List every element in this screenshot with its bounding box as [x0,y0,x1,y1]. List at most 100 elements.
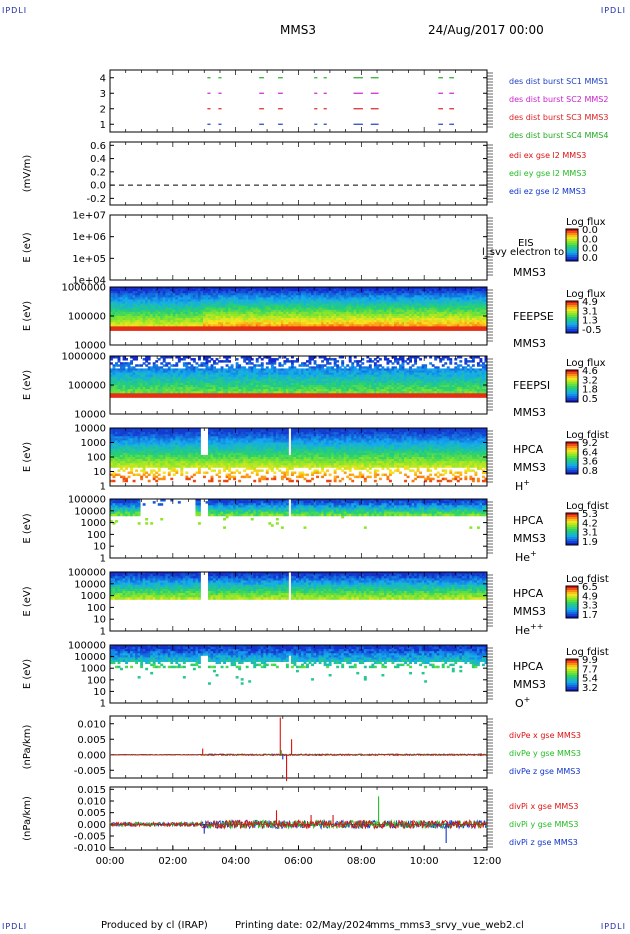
spectrogram-cell [293,291,297,294]
spectrogram-cell [285,395,289,398]
spectrogram-cell [112,295,116,298]
spectrogram-cell [248,307,252,311]
spectrogram-cell [200,311,204,315]
spectrogram-cell [248,324,252,327]
spectrogram-cell [197,309,201,313]
spectrogram-cell [358,293,362,296]
spectrogram-cell [135,295,139,298]
spectrogram-cell [202,293,206,296]
spectrogram-cell [230,305,234,309]
spectrogram-cell [306,322,309,325]
spectrogram-cell [175,320,179,323]
spectrogram-cell [210,320,214,323]
spectrogram-cell [115,295,118,298]
spectrogram-cell [115,307,118,311]
spectrogram-cell [278,303,282,307]
spectrogram-cell [260,311,264,315]
spectrogram-cell [343,303,347,307]
spectrogram-cell [155,287,159,290]
spectrogram-cell [346,303,350,307]
spectrogram-cell [177,299,181,302]
spectrogram-cell [177,328,181,331]
spectrogram-cell [258,395,262,398]
spectrogram-cell [346,309,350,313]
spectrogram-cell [301,297,304,300]
spectrogram-cell [376,307,380,311]
spectrogram-cell [265,305,269,309]
spectrogram-cell [152,305,156,309]
spectrogram-cell [208,287,211,290]
spectrogram-cell [306,293,309,296]
spectrogram-cell [205,311,209,315]
spectrogram-cell [218,322,221,325]
spectrogram-cell [213,303,216,307]
spectrogram-cell [366,287,370,290]
spectrogram-cell [301,291,304,294]
spectrogram-cell [326,326,330,329]
spectrogram-cell [152,316,156,319]
spectrogram-cell [376,291,380,294]
spectrogram-cell [381,287,385,290]
spectrogram-cell [323,287,327,290]
spectrogram-cell [358,305,362,309]
spectrogram-cell [383,309,387,313]
spectrogram-cell [155,295,159,298]
spectrogram-cell [192,324,196,327]
spectrogram-cell [137,322,141,325]
spectrogram-cell [283,299,287,302]
spectrogram-cell [290,324,294,327]
spectrogram-cell [275,313,279,317]
spectrogram-cell [311,311,314,315]
spectrogram-cell [293,293,297,296]
spectrogram-cell [172,299,176,302]
spectrogram-cell [175,364,179,367]
spectrogram-cell [228,309,232,313]
spectrogram-cell [122,326,126,329]
spectrogram-cell [316,303,320,307]
spectrogram-cell [343,311,347,315]
spectrogram-cell [295,320,299,323]
spectrogram-cell [263,293,267,296]
spectrogram-cell [192,305,196,309]
spectrogram-cell [351,320,355,323]
spectrogram-cell [160,307,164,311]
spectrogram-cell [353,328,357,331]
spectrogram-cell [165,316,169,319]
spectrogram-cell [321,289,325,292]
spectrogram-cell [210,303,214,307]
spectrogram-cell [406,328,410,331]
spectrogram-cell [238,324,242,327]
spectrogram-cell [316,322,320,325]
spectrogram-cell [371,328,375,331]
spectrogram-cell [145,295,149,298]
spectrogram-cell [263,318,267,321]
spectrogram-cell [172,291,176,294]
spectrogram-cell [165,297,169,300]
spectrogram-cell [363,311,367,315]
spectrogram-cell [150,299,154,302]
spectrogram-cell [202,313,206,317]
spectrogram-cell [112,328,116,331]
spectrogram-cell [245,291,249,294]
spectrogram-cell [248,305,252,309]
spectrogram-cell [396,328,400,331]
spectrogram-cell [293,313,297,317]
spectrogram-cell [157,289,161,292]
spectrogram-cell [311,307,314,311]
spectrogram-cell [306,303,309,307]
spectrogram-cell [240,316,244,319]
spectrogram-cell [283,291,287,294]
spectrogram-cell [172,326,176,329]
spectrogram-cell [160,311,164,315]
spectrogram-cell [208,305,211,309]
spectrogram-cell [260,322,264,325]
spectrogram-cell [301,395,304,398]
spectrogram-cell [220,291,224,294]
spectrogram-cell [170,307,174,311]
spectrogram-cell [295,318,299,321]
spectrogram-cell [273,322,277,325]
spectrogram-cell [368,318,372,321]
spectrogram-cell [175,328,179,331]
spectrogram-cell [311,303,314,307]
spectrogram-cell [386,287,390,290]
